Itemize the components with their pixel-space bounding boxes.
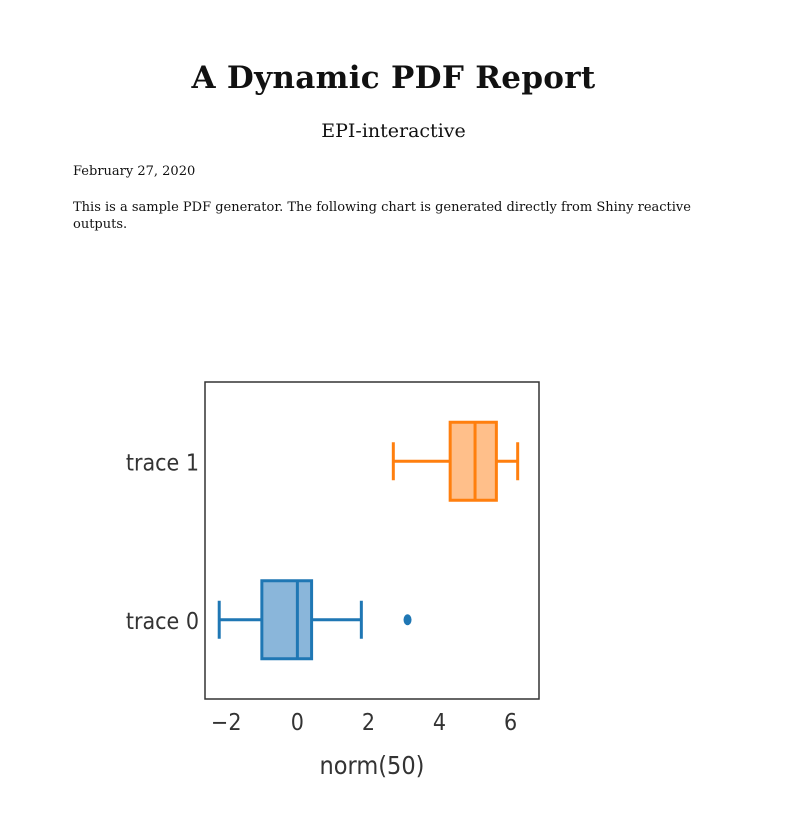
category-label: trace 0 bbox=[126, 609, 199, 635]
iqr-box bbox=[448, 420, 498, 502]
x-tick-label: −2 bbox=[211, 710, 242, 736]
boxes-layer bbox=[217, 420, 520, 661]
category-labels: trace 0 trace 1 bbox=[126, 450, 199, 635]
report-title: A Dynamic PDF Report bbox=[191, 60, 596, 96]
plot-frame bbox=[204, 381, 540, 700]
intro-paragraph: This is a sample PDF generator. The foll… bbox=[73, 200, 691, 232]
outlier-point bbox=[403, 614, 412, 626]
x-tick-label: 6 bbox=[504, 710, 517, 736]
category-label: trace 1 bbox=[126, 450, 199, 476]
box-trace-0 bbox=[217, 579, 412, 661]
iqr-box bbox=[260, 579, 314, 661]
report-author: EPI-interactive bbox=[321, 120, 466, 142]
report-date: February 27, 2020 bbox=[73, 164, 196, 179]
x-tick-labels: −2 0 2 4 6 bbox=[211, 710, 517, 736]
x-tick-label: 2 bbox=[362, 710, 375, 736]
x-tick-label: 0 bbox=[291, 710, 304, 736]
x-tick-label: 4 bbox=[433, 710, 446, 736]
box-trace-1 bbox=[391, 420, 520, 502]
x-axis-title: norm(50) bbox=[320, 751, 425, 780]
